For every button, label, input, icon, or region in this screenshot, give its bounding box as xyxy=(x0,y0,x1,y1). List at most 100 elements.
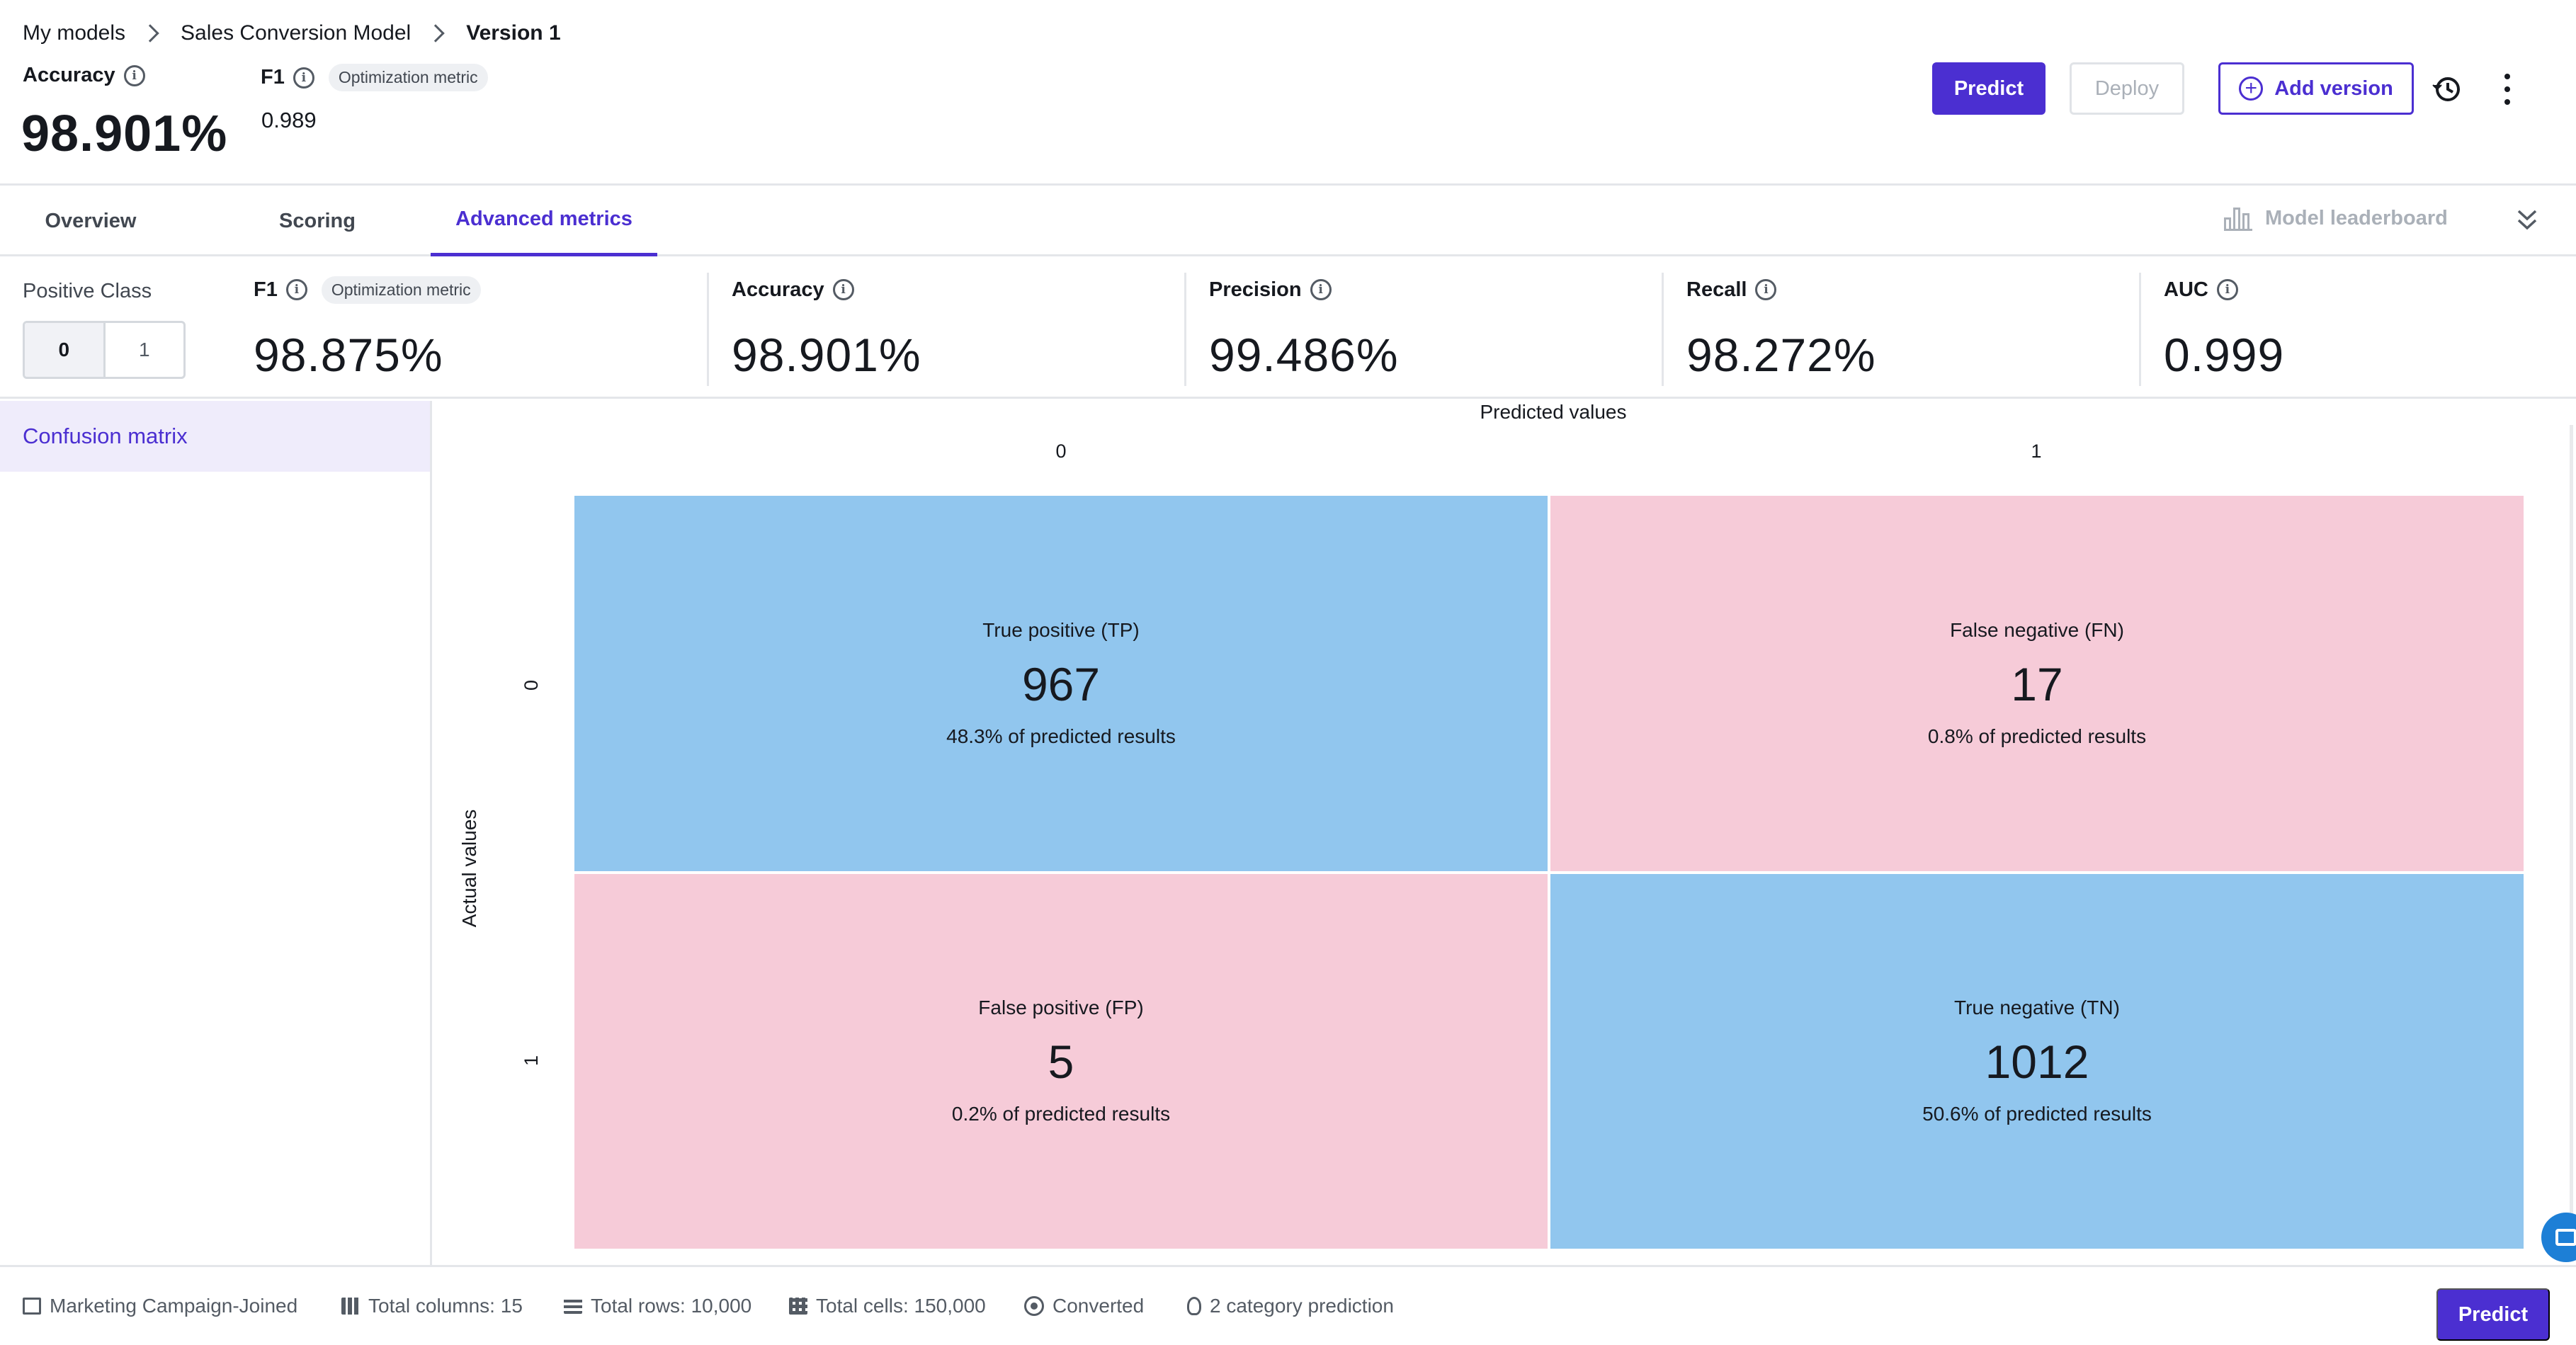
dataset-footer: Marketing Campaign-Joined Total columns:… xyxy=(0,1265,2576,1343)
actual-values-axis-title: Actual values xyxy=(458,809,480,928)
footer-prediction-type: 2 category prediction xyxy=(1187,1267,1394,1345)
info-icon[interactable]: i xyxy=(123,64,145,86)
footer-total-columns-text: Total columns: 15 xyxy=(368,1295,523,1317)
metric-accuracy-value: 98.901% xyxy=(732,329,921,381)
metric-recall: Recall i 98.272% xyxy=(1662,273,2139,386)
accuracy-label-text: Accuracy xyxy=(23,64,115,86)
positive-class-option-1[interactable]: 1 xyxy=(138,339,150,361)
positive-class-option-0[interactable]: 0 xyxy=(25,323,106,377)
chevron-right-icon xyxy=(426,24,445,42)
lightbulb-icon xyxy=(1187,1297,1201,1315)
row-label-1: 1 xyxy=(521,1055,543,1067)
vertical-scrollbar[interactable] xyxy=(2570,425,2573,1261)
breadcrumb-current: Version 1 xyxy=(466,21,561,45)
cell-title: True negative (TN) xyxy=(1954,997,2120,1019)
metrics-row: Positive Class 0 1 F1 i Optimization met… xyxy=(0,259,2576,399)
cell-count: 17 xyxy=(2011,657,2063,710)
info-icon[interactable]: i xyxy=(1310,279,1332,300)
cell-count: 1012 xyxy=(1985,1035,2089,1089)
metric-f1-value: 98.875% xyxy=(254,329,443,381)
cell-false-negative: False negative (FN) 17 0.8% of predicted… xyxy=(1550,496,2524,871)
column-label-1: 1 xyxy=(2031,441,2042,462)
target-icon xyxy=(1024,1296,1044,1316)
cell-title: True positive (TP) xyxy=(982,618,1140,641)
footer-total-rows: Total rows: 10,000 xyxy=(564,1267,751,1345)
footer-target: Converted xyxy=(1024,1267,1144,1345)
cell-true-positive: True positive (TP) 967 48.3% of predicte… xyxy=(574,496,1548,871)
breadcrumb-my-models[interactable]: My models xyxy=(23,21,126,45)
cell-percentage: 50.6% of predicted results xyxy=(1922,1103,2152,1125)
header-accuracy-value: 98.901% xyxy=(21,106,228,162)
double-chevron-down-icon[interactable] xyxy=(2516,207,2538,232)
chevron-right-icon xyxy=(141,24,159,42)
add-version-button[interactable]: + Add version xyxy=(2218,62,2414,115)
tab-bar: Overview Scoring Advanced metrics Model … xyxy=(0,186,2576,256)
positive-class-selector: 0 1 xyxy=(23,321,186,379)
metric-f1: F1 i Optimization metric 98.875% xyxy=(254,273,707,386)
info-icon[interactable]: i xyxy=(293,67,314,89)
plus-circle-icon: + xyxy=(2239,76,2264,101)
info-icon[interactable]: i xyxy=(285,279,307,300)
metric-accuracy-label: Accuracy xyxy=(732,278,824,301)
more-options-icon[interactable] xyxy=(2503,74,2512,105)
rows-icon xyxy=(564,1298,582,1314)
breadcrumb-model[interactable]: Sales Conversion Model xyxy=(181,21,412,45)
leaderboard-icon xyxy=(2224,205,2252,231)
cell-false-positive: False positive (FP) 5 0.2% of predicted … xyxy=(574,873,1548,1249)
row-label-0: 0 xyxy=(521,679,543,691)
cell-title: False positive (FP) xyxy=(978,997,1144,1019)
tab-overview[interactable]: Overview xyxy=(45,209,137,232)
footer-target-text: Converted xyxy=(1052,1295,1145,1317)
metric-auc-label: AUC xyxy=(2164,278,2208,301)
footer-dataset: Marketing Campaign-Joined xyxy=(23,1267,297,1345)
cell-true-negative: True negative (TN) 1012 50.6% of predict… xyxy=(1550,873,2524,1249)
tab-scoring[interactable]: Scoring xyxy=(279,209,356,232)
breadcrumb: My models Sales Conversion Model Version… xyxy=(23,21,561,45)
info-icon[interactable]: i xyxy=(2216,279,2238,300)
confusion-matrix: True positive (TP) 967 48.3% of predicte… xyxy=(574,496,2524,1249)
metric-f1-label: F1 xyxy=(254,278,278,301)
metric-auc: AUC i 0.999 xyxy=(2139,273,2576,386)
info-icon[interactable]: i xyxy=(832,279,854,300)
header-f1-label: F1 i Optimization metric xyxy=(261,64,488,91)
predicted-values-axis-title: Predicted values xyxy=(1480,401,1627,423)
footer-dataset-name: Marketing Campaign-Joined xyxy=(50,1295,298,1317)
metric-precision-label: Precision xyxy=(1209,278,1302,301)
deploy-button[interactable]: Deploy xyxy=(2070,62,2184,115)
metric-recall-value: 98.272% xyxy=(1686,329,1876,381)
header-f1-value: 0.989 xyxy=(261,108,317,132)
tab-advanced-metrics[interactable]: Advanced metrics xyxy=(431,186,657,256)
footer-total-cells-text: Total cells: 150,000 xyxy=(816,1295,986,1317)
cell-count: 5 xyxy=(1048,1035,1074,1089)
header-accuracy-label: Accuracy i xyxy=(23,64,145,87)
footer-prediction-type-text: 2 category prediction xyxy=(1210,1295,1394,1317)
add-version-label: Add version xyxy=(2274,76,2393,100)
optimization-badge: Optimization metric xyxy=(321,276,481,304)
metric-precision-value: 99.486% xyxy=(1209,329,1399,381)
grid-icon xyxy=(789,1298,807,1315)
metrics-sidebar: Confusion matrix xyxy=(0,401,432,1265)
info-icon[interactable]: i xyxy=(1755,279,1777,300)
footer-predict-button[interactable]: Predict xyxy=(2436,1288,2550,1341)
model-header: My models Sales Conversion Model Version… xyxy=(0,0,2576,186)
optimization-badge: Optimization metric xyxy=(328,64,488,91)
cell-percentage: 48.3% of predicted results xyxy=(946,725,1176,747)
table-icon xyxy=(23,1298,41,1315)
cell-percentage: 0.2% of predicted results xyxy=(951,1103,1171,1125)
chat-icon[interactable] xyxy=(2541,1213,2576,1262)
metric-precision: Precision i 99.486% xyxy=(1184,273,1662,386)
sidebar-item-confusion-matrix[interactable]: Confusion matrix xyxy=(0,401,430,472)
footer-total-rows-text: Total rows: 10,000 xyxy=(591,1295,752,1317)
cell-percentage: 0.8% of predicted results xyxy=(1927,725,2147,747)
metric-auc-value: 0.999 xyxy=(2164,329,2285,381)
column-label-0: 0 xyxy=(1055,441,1067,462)
footer-total-columns: Total columns: 15 xyxy=(341,1267,523,1345)
positive-class-label: Positive Class xyxy=(23,280,152,302)
metric-recall-label: Recall xyxy=(1686,278,1747,301)
history-icon[interactable] xyxy=(2431,74,2462,105)
model-leaderboard-button[interactable]: Model leaderboard xyxy=(2224,205,2448,231)
predict-button[interactable]: Predict xyxy=(1932,62,2046,115)
confusion-matrix-panel: Predicted values 0 1 Actual values 0 1 T… xyxy=(434,401,2576,1265)
metric-accuracy: Accuracy i 98.901% xyxy=(707,273,1184,386)
columns-icon xyxy=(341,1298,360,1315)
